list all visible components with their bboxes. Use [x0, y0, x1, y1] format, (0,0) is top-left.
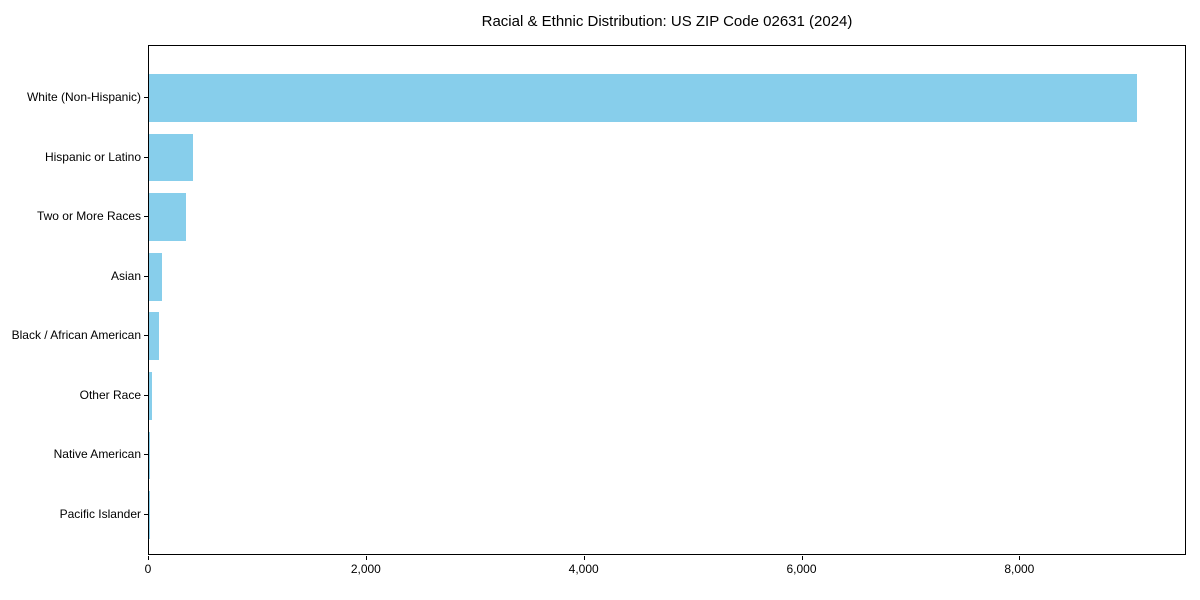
x-axis-tick	[365, 556, 367, 560]
bar-asian	[149, 252, 162, 301]
y-axis-tick	[144, 216, 148, 218]
bar-other-race	[149, 372, 152, 420]
y-axis-tick	[144, 454, 148, 456]
y-axis-tick	[144, 156, 148, 158]
plot-area	[148, 45, 1186, 555]
y-axis-tick	[144, 275, 148, 277]
x-axis-tick-label: 8,000	[1004, 562, 1035, 576]
y-axis-tick	[144, 394, 148, 396]
x-axis-tick	[148, 556, 149, 560]
y-axis-tick	[144, 97, 148, 98]
y-axis-label: Pacific Islander	[59, 506, 141, 521]
y-axis-label: White (Non-Hispanic)	[26, 90, 141, 104]
x-axis-tick	[583, 556, 585, 560]
y-axis-label: Other Race	[79, 387, 141, 402]
bar-native-american	[149, 431, 150, 480]
y-axis-tick	[144, 335, 148, 337]
y-axis-label: Hispanic or Latino	[44, 149, 141, 164]
chart-title: Racial & Ethnic Distribution: US ZIP Cod…	[481, 13, 853, 30]
x-axis-tick	[1019, 556, 1021, 560]
bar-white-non-hispanic	[149, 74, 1138, 122]
x-axis-tick-label: 0	[144, 562, 152, 576]
y-axis-label: Two or More Races	[36, 209, 141, 224]
bar-hispanic-or-latino	[149, 133, 194, 182]
bar-two-or-more-races	[149, 193, 187, 241]
y-axis-label: Asian	[110, 268, 141, 283]
x-axis-tick-label: 4,000	[568, 562, 599, 576]
y-axis-label: Black / African American	[11, 328, 141, 343]
x-axis-tick-label: 2,000	[350, 562, 381, 576]
y-axis-tick	[144, 513, 148, 515]
bar-black-african-american	[149, 312, 160, 361]
y-axis-label: Native American	[53, 447, 141, 462]
x-axis-tick-label: 6,000	[786, 562, 817, 576]
x-axis-tick	[801, 556, 803, 560]
